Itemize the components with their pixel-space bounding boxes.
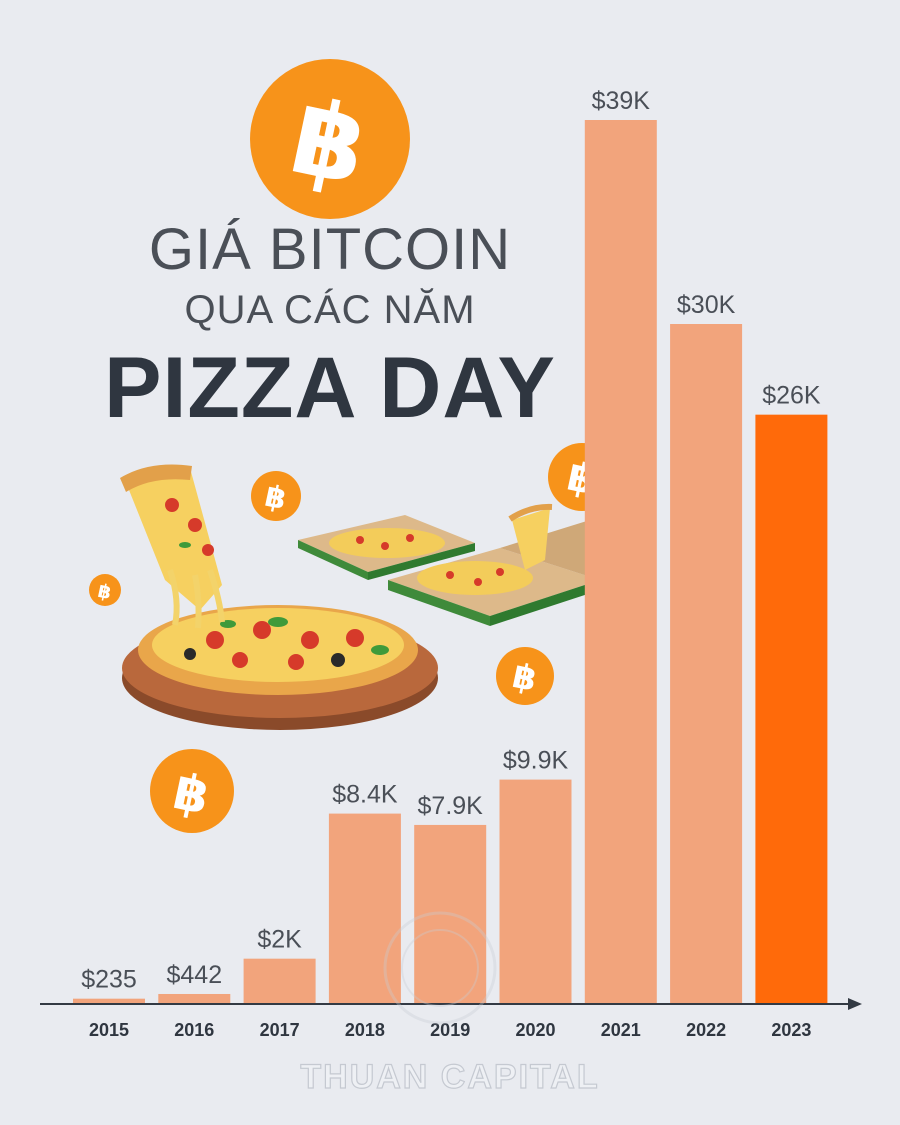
x-tick-label-2020: 2020 — [515, 1020, 555, 1040]
bar-2021 — [584, 120, 657, 1004]
bitcoin-coin-icon: ฿ — [89, 574, 121, 606]
bar-2015 — [73, 998, 145, 1004]
x-tick-label-2016: 2016 — [174, 1020, 214, 1040]
bar-2022 — [670, 324, 743, 1004]
x-tick-label-2017: 2017 — [260, 1020, 300, 1040]
page-headline: PIZZA DAY — [104, 340, 556, 436]
value-label-2016: $442 — [166, 961, 222, 989]
x-tick-label-2019: 2019 — [430, 1020, 470, 1040]
value-label-2021: $39K — [592, 87, 651, 115]
value-label-2017: $2K — [257, 926, 302, 954]
x-tick-label-2023: 2023 — [771, 1020, 811, 1040]
bitcoin-logo-icon: ฿ — [250, 59, 410, 219]
svg-text:฿: ฿ — [96, 580, 114, 604]
bar-series — [73, 120, 828, 1005]
x-axis-labels: 2015 2016 2017 2018 2019 2020 2021 2022 2023 — [89, 1020, 811, 1040]
page-subtitle: QUA CÁC NĂM — [184, 288, 476, 332]
page-title: GIÁ BITCOIN — [148, 217, 512, 282]
bitcoin-coin-icon: ฿ — [150, 749, 234, 833]
value-label-2023: $26K — [762, 382, 821, 410]
bitcoin-coin-icon: ฿ — [251, 471, 301, 521]
value-label-2015: $235 — [81, 966, 137, 994]
bar-chart: $235 $442 $2K $8.4K $7.9K $9.9K $39K $30K $26K 2… — [40, 87, 862, 1040]
bar-2017 — [243, 958, 316, 1004]
bar-2016 — [158, 993, 231, 1004]
watermark-logo-icon — [383, 911, 497, 1025]
value-label-2018: $8.4K — [332, 781, 398, 809]
pizza-illustration — [120, 464, 622, 730]
x-tick-label-2022: 2022 — [686, 1020, 726, 1040]
bar-2020 — [499, 779, 572, 1004]
x-axis-arrow-icon — [848, 998, 862, 1010]
title-block: GIÁ BITCOIN QUA CÁC NĂM PIZZA DAY — [70, 217, 590, 436]
x-tick-label-2015: 2015 — [89, 1020, 129, 1040]
bar-2023 — [755, 414, 828, 1005]
value-label-2019: $7.9K — [418, 792, 484, 820]
value-label-2022: $30K — [677, 291, 736, 319]
x-tick-label-2018: 2018 — [345, 1020, 385, 1040]
x-tick-label-2021: 2021 — [601, 1020, 641, 1040]
bitcoin-coin-icon: ฿ — [496, 647, 554, 705]
bar-2019 — [414, 824, 487, 1004]
value-labels: $235 $442 $2K $8.4K $7.9K $9.9K $39K $30K $26K — [81, 87, 821, 994]
value-label-2020: $9.9K — [503, 747, 569, 775]
watermark-text: THUAN CAPITAL — [300, 1057, 600, 1096]
bar-2018 — [328, 813, 401, 1004]
